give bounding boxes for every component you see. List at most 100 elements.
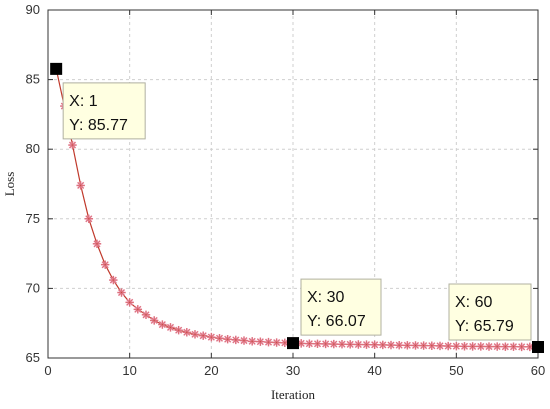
loss-point-marker-core <box>435 341 445 351</box>
loss-point-marker-core <box>452 341 461 351</box>
loss-point <box>256 337 265 346</box>
datatip-x-text: X: 1 <box>69 93 98 110</box>
datatip-x-text: X: 30 <box>307 289 344 306</box>
loss-point-marker-core <box>264 337 273 347</box>
loss-point-marker-core <box>166 323 175 332</box>
y-tick-label: 80 <box>26 141 40 156</box>
loss-point <box>419 341 428 350</box>
loss-series <box>51 64 543 352</box>
loss-point-marker-core <box>517 342 526 352</box>
loss-point-marker-core <box>468 342 477 351</box>
loss-point-marker-core <box>141 310 151 320</box>
loss-point <box>386 340 396 350</box>
loss-point <box>362 340 371 349</box>
loss-point <box>313 339 322 349</box>
loss-point <box>239 336 249 345</box>
loss-point <box>403 341 412 350</box>
loss-point <box>190 330 200 339</box>
datatip-y-text: Y: 85.77 <box>69 117 128 134</box>
loss-point-marker-core <box>133 305 143 314</box>
loss-point <box>509 342 518 351</box>
datatip-y-text: Y: 65.79 <box>455 318 514 335</box>
loss-point <box>443 341 453 351</box>
loss-point-marker-core <box>484 342 494 351</box>
loss-point-marker-core <box>354 340 363 349</box>
loss-point <box>337 340 347 349</box>
loss-point-marker-core <box>68 140 77 150</box>
datatip-marker <box>532 341 544 354</box>
loss-point <box>215 334 224 343</box>
loss-point <box>92 239 102 249</box>
loss-point-marker-core <box>386 340 396 350</box>
loss-point <box>321 339 330 349</box>
loss-point-marker-core <box>305 339 314 348</box>
loss-point-marker-core <box>476 342 486 351</box>
x-tick-label: 0 <box>44 363 51 378</box>
loss-point-marker-core <box>460 342 469 351</box>
loss-point <box>435 341 445 351</box>
loss-point <box>272 338 281 347</box>
loss-point <box>501 342 510 351</box>
loss-point-marker-core <box>92 239 102 249</box>
loss-point-marker-core <box>370 340 379 349</box>
datatip-y-text: Y: 66.07 <box>307 313 366 330</box>
loss-point <box>76 181 85 190</box>
datatip: X: 60 Y: 65.79 <box>448 283 544 354</box>
loss-point-marker-core <box>321 339 330 349</box>
datatip-marker <box>287 337 299 350</box>
loss-point-marker-core <box>443 341 453 351</box>
loss-point-marker-core <box>215 334 224 343</box>
loss-point <box>125 298 134 307</box>
loss-point <box>296 339 306 348</box>
loss-point-marker-core <box>100 260 110 269</box>
loss-point <box>492 342 502 351</box>
y-tick-label: 65 <box>26 350 40 365</box>
loss-point <box>411 341 420 350</box>
loss-point-marker-core <box>419 341 428 350</box>
datatip-box <box>448 283 532 341</box>
loss-point <box>166 323 175 332</box>
loss-point-marker-core <box>501 342 510 351</box>
loss-point <box>100 260 110 269</box>
loss-point-marker-core <box>329 339 339 349</box>
loss-point <box>484 342 494 351</box>
loss-point <box>141 310 151 320</box>
datatip-box <box>62 82 146 140</box>
datatip: X: 30 Y: 66.07 <box>287 278 382 350</box>
loss-point <box>264 337 273 347</box>
loss-point-marker-core <box>411 341 420 350</box>
x-tick-label: 10 <box>122 363 136 378</box>
loss-point <box>133 305 143 314</box>
x-tick-label: 30 <box>286 363 300 378</box>
loss-point <box>68 140 77 150</box>
loss-point <box>305 339 314 348</box>
loss-point-marker-core <box>362 340 371 349</box>
loss-point-marker-core <box>190 330 200 339</box>
loss-point <box>394 340 404 350</box>
y-axis-label: Loss <box>2 172 17 197</box>
loss-point-marker-core <box>394 340 404 350</box>
loss-point-marker-core <box>158 320 167 329</box>
loss-point <box>427 341 437 350</box>
x-tick-label: 50 <box>449 363 463 378</box>
loss-point <box>198 331 208 340</box>
loss-point <box>223 335 232 344</box>
loss-point-marker-core <box>280 338 290 348</box>
loss-point-marker-core <box>337 340 347 349</box>
loss-point-marker-core <box>296 339 306 348</box>
loss-point <box>117 288 126 297</box>
y-tick-label: 70 <box>26 280 40 295</box>
loss-point <box>525 342 535 352</box>
axis-ticks: 0 10 20 30 40 50 60 65 70 75 80 85 90 <box>26 2 546 378</box>
loss-point <box>468 342 477 351</box>
loss-point-marker-core <box>84 214 94 223</box>
loss-point-marker-core <box>256 337 265 346</box>
loss-point-marker-core <box>239 336 249 345</box>
loss-point <box>460 342 469 351</box>
loss-point <box>174 325 183 335</box>
loss-point-marker-core <box>207 332 216 342</box>
loss-point <box>109 275 118 285</box>
loss-point-marker-core <box>125 298 134 307</box>
loss-point-marker-core <box>509 342 518 351</box>
